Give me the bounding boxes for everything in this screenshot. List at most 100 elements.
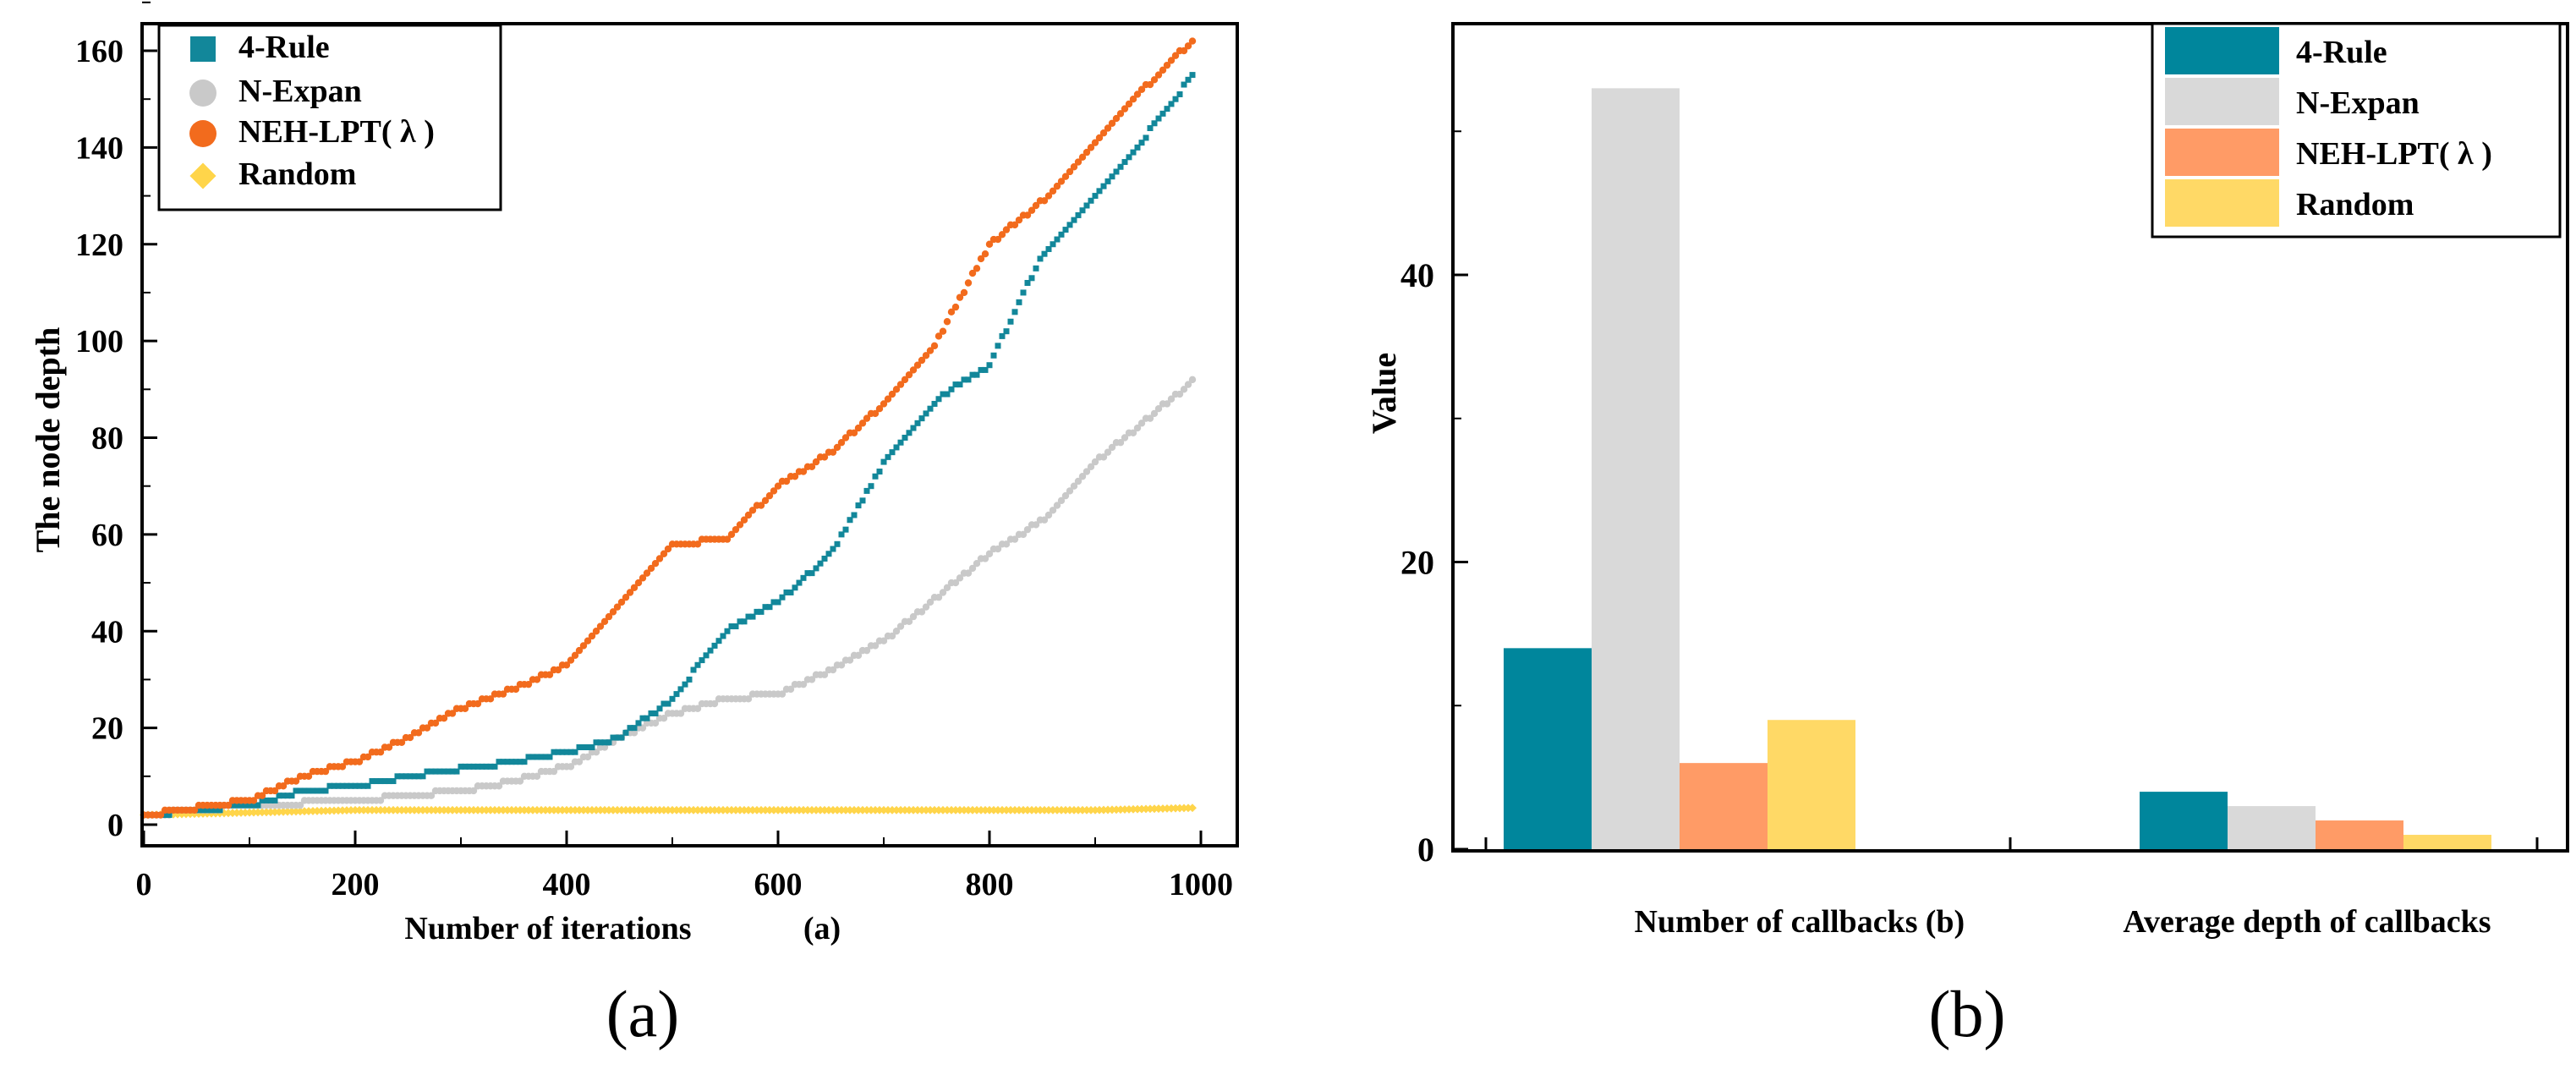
data-point-circle — [1087, 463, 1095, 471]
data-point-circle — [1074, 477, 1082, 485]
data-point-diamond — [507, 805, 516, 814]
data-point-circle — [1061, 491, 1070, 500]
data-point-square — [470, 763, 477, 770]
data-point-diamond — [1006, 805, 1015, 814]
data-point-diamond — [545, 805, 554, 814]
data-point-square — [419, 773, 426, 780]
data-point-square — [1151, 120, 1158, 127]
legend-label: 4-Rule — [238, 30, 330, 65]
data-point-diamond — [681, 805, 689, 814]
data-point-square — [859, 497, 866, 504]
data-point-diamond — [486, 805, 495, 814]
data-point-diamond — [482, 805, 491, 814]
data-point-square — [851, 512, 858, 518]
data-point-diamond — [1066, 805, 1074, 814]
data-point-diamond — [833, 805, 841, 814]
data-point-square — [559, 749, 566, 755]
data-point-circle — [1167, 395, 1176, 403]
data-point-circle — [533, 676, 541, 683]
data-point-circle — [934, 594, 943, 601]
data-point-circle — [617, 598, 626, 606]
data-point-circle — [884, 395, 892, 403]
data-point-square — [238, 802, 244, 809]
data-point-circle — [647, 564, 655, 573]
data-point-circle — [1137, 85, 1146, 93]
data-point-diamond — [956, 805, 964, 814]
data-point-circle — [833, 443, 841, 452]
data-point-diamond — [605, 805, 613, 814]
data-point-square — [500, 759, 507, 765]
data-point-square — [986, 362, 993, 369]
data-point-square — [648, 710, 655, 716]
data-point-circle — [1176, 390, 1184, 398]
data-point-circle — [837, 661, 846, 669]
data-point-circle — [888, 390, 896, 398]
data-point-square — [212, 807, 219, 814]
data-point-square — [1159, 110, 1166, 117]
data-point-square — [1024, 280, 1031, 286]
data-point-square — [1143, 134, 1149, 141]
y-tick-label: 40 — [1400, 256, 1434, 294]
data-point-square — [965, 376, 972, 383]
data-point-circle — [423, 724, 431, 732]
legend-swatch — [2165, 27, 2279, 74]
data-point-circle — [338, 763, 347, 771]
data-point-square — [800, 574, 807, 581]
data-point-square — [995, 343, 1001, 349]
data-point-square — [377, 778, 384, 785]
data-point-square — [551, 749, 557, 755]
data-point-square — [246, 802, 253, 809]
data-point-circle — [1108, 443, 1116, 452]
data-point-circle — [1011, 221, 1019, 229]
y-tick-label: 100 — [75, 324, 123, 359]
data-point-diamond — [355, 805, 364, 814]
data-point-diamond — [584, 805, 592, 814]
data-point-square — [326, 782, 333, 789]
data-point-square — [1037, 255, 1044, 262]
data-point-square — [555, 749, 562, 755]
data-point-square — [288, 793, 295, 799]
x-tick-label: 200 — [332, 867, 380, 902]
data-point-circle — [550, 767, 558, 776]
data-point-square — [842, 526, 849, 533]
data-point-square — [1185, 76, 1192, 83]
data-point-circle — [630, 584, 639, 591]
data-point-circle — [156, 811, 165, 819]
data-point-diamond — [596, 805, 605, 814]
data-point-square — [1028, 275, 1035, 282]
data-point-diamond — [803, 805, 812, 814]
data-point-diamond — [406, 805, 414, 814]
data-point-diamond — [600, 805, 609, 814]
y-tick-label: 60 — [91, 518, 123, 553]
data-point-circle — [744, 695, 753, 703]
data-point-circle — [820, 671, 829, 678]
data-point-diamond — [837, 805, 846, 814]
data-point-square — [699, 657, 705, 664]
data-point-square — [847, 517, 853, 524]
data-point-circle — [1091, 458, 1099, 466]
data-point-square — [1181, 81, 1187, 88]
data-point-diamond — [689, 805, 698, 814]
data-point-square — [343, 782, 350, 789]
data-point-circle — [858, 420, 867, 427]
data-point-circle — [981, 555, 989, 562]
data-point-diamond — [994, 805, 1002, 814]
data-point-square — [301, 787, 308, 794]
data-point-diamond — [736, 805, 744, 814]
data-point-circle — [1057, 496, 1066, 505]
data-point-circle — [651, 559, 660, 568]
data-point-square — [918, 415, 925, 422]
data-point-circle — [600, 617, 609, 626]
data-point-diamond — [930, 805, 939, 814]
data-point-circle — [723, 535, 732, 543]
data-point-diamond — [457, 805, 465, 814]
data-point-diamond — [985, 805, 994, 814]
data-point-circle — [600, 743, 609, 751]
data-point-circle — [1116, 110, 1125, 118]
data-point-square — [1147, 125, 1154, 131]
data-point-circle — [279, 782, 288, 790]
data-point-circle — [1032, 521, 1040, 529]
data-point-square — [496, 759, 502, 765]
data-point-square — [546, 754, 553, 760]
legend-marker-diamond — [189, 162, 216, 189]
